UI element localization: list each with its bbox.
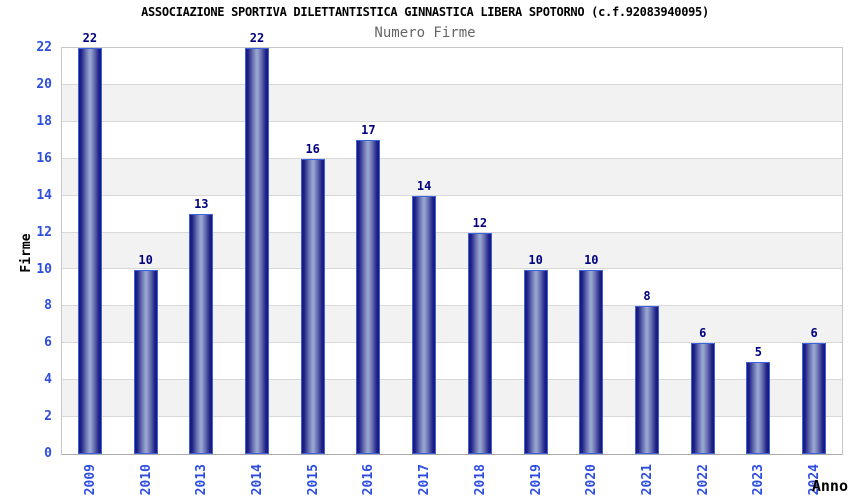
bar-2010 <box>133 269 158 454</box>
bar-value-label: 16 <box>305 141 320 156</box>
bar-2022 <box>690 343 715 454</box>
bar-value-label: 22 <box>249 31 265 45</box>
bar-value-label: 10 <box>138 252 153 267</box>
plot-band-white <box>62 195 842 233</box>
bar-value-label: 17 <box>361 123 376 138</box>
x-tick-label: 2022 <box>695 464 711 496</box>
bar-2024 <box>802 343 827 454</box>
bar-value-label: 8 <box>643 289 651 304</box>
plot-band-gray <box>62 84 842 122</box>
x-tick-label: 2021 <box>640 464 655 496</box>
bar-value-label: 10 <box>584 252 599 267</box>
x-tick-label: 2014 <box>250 464 265 496</box>
bar-value-label: 5 <box>754 344 762 359</box>
plot-band-white <box>62 269 842 307</box>
bar-2017 <box>412 195 437 454</box>
bar-value-label: 13 <box>194 197 209 212</box>
y-tick-label: 2 <box>44 409 52 425</box>
plot-band-gray <box>62 232 842 270</box>
chart-title: ASSOCIAZIONE SPORTIVA DILETTANTISTICA GI… <box>141 5 709 19</box>
plot-band-gray <box>62 380 842 418</box>
bar-2020 <box>579 269 604 454</box>
plot-band-white <box>62 48 842 85</box>
x-tick-label: 2013 <box>194 464 210 496</box>
y-tick-label: 16 <box>36 150 52 166</box>
bar-2013 <box>189 214 214 454</box>
y-tick-label: 4 <box>44 372 52 388</box>
x-tick-label: 2017 <box>417 464 433 496</box>
plot-area: 22 10 13 22 16 17 14 12 10 10 8 6 5 6 <box>61 31 843 455</box>
bar-2023 <box>746 361 771 454</box>
bar-2021 <box>635 306 659 454</box>
y-tick-label: 8 <box>44 298 52 314</box>
x-tick-label: 2023 <box>751 464 767 496</box>
bar-2015 <box>300 158 325 454</box>
y-tick-label: 10 <box>36 261 52 277</box>
plot-band-white <box>62 121 842 159</box>
bar-value-label: 6 <box>810 326 818 341</box>
plot-band-gray <box>62 306 842 344</box>
x-axis-title: Anno <box>811 477 848 495</box>
y-tick-label: 14 <box>36 187 52 203</box>
y-tick-label: 12 <box>36 224 52 240</box>
x-tick-label: 2010 <box>138 464 154 496</box>
x-tick-label: 2020 <box>584 464 600 496</box>
y-tick-label: 22 <box>36 40 52 55</box>
bar-2009 <box>77 48 102 454</box>
y-tick-label: 0 <box>44 446 52 461</box>
y-tick-label: 20 <box>36 76 52 92</box>
bar-value-label: 12 <box>472 215 488 230</box>
bar-2014 <box>245 48 269 454</box>
y-tick-label: 6 <box>44 335 52 351</box>
y-tick-label: 18 <box>36 113 52 129</box>
x-tick-label: 2019 <box>528 464 544 496</box>
bar-value-label: 6 <box>699 326 707 341</box>
x-tick-label: 2018 <box>472 464 488 496</box>
bar-2019 <box>523 269 548 454</box>
bar-value-label: 14 <box>416 178 432 193</box>
bar-2016 <box>356 140 381 454</box>
bar-value-label: 10 <box>528 252 543 267</box>
bar-value-label: 22 <box>82 31 98 45</box>
plot-band-white <box>62 417 842 454</box>
x-tick-label: 2009 <box>82 464 98 496</box>
x-tick-label: 2015 <box>305 464 321 496</box>
chart-subtitle: Numero Firme <box>374 25 476 41</box>
plot-band-gray <box>62 158 842 196</box>
x-tick-label: 2016 <box>361 464 377 496</box>
bar-2018 <box>467 232 492 454</box>
plot-band-white <box>62 343 842 381</box>
